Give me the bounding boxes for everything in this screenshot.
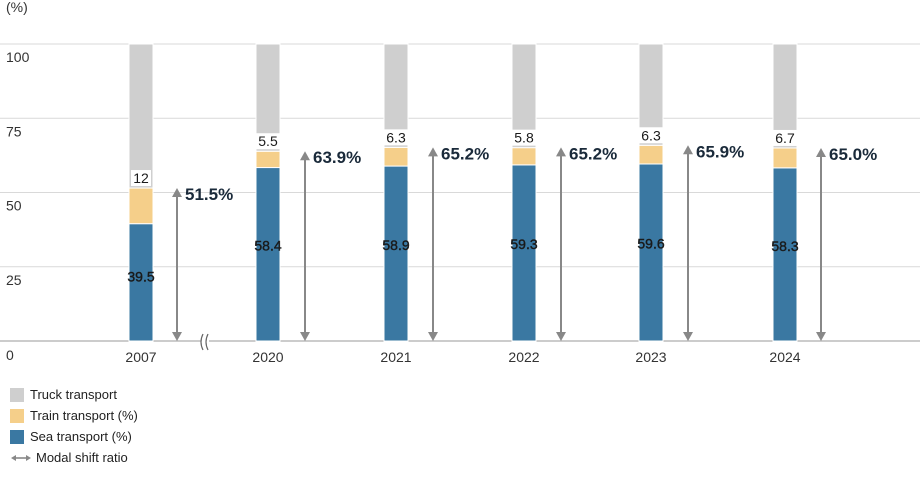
double-arrow-icon: [11, 454, 31, 461]
bar-train: [638, 144, 664, 165]
legend-swatch-train: [10, 408, 24, 423]
modal-shift-ratio-label: 65.9%: [696, 142, 744, 161]
train-value-label: 6.3: [641, 127, 661, 143]
y-axis-label: (%): [6, 0, 28, 15]
arrow-head-up: [816, 147, 826, 157]
label-background: [131, 170, 151, 187]
bar-sea: [511, 164, 537, 342]
axis-break-mark: [200, 333, 209, 351]
modal-shift-arrows: 51.5% 63.9% 65.2% 65.2% 65.9% 65.0%: [172, 142, 877, 341]
label-background: [382, 129, 410, 146]
segment-labels: 39.5 12 58.4 5.5 58.9 6.3 59.3 5.8 59.6 6.3 58.3 6.…: [127, 127, 799, 284]
bar-train: [511, 147, 537, 166]
train-value-label: 6.7: [775, 130, 795, 146]
legend-item-train: Train transport (%): [10, 405, 138, 426]
break-stroke: [200, 333, 204, 351]
modal-shift-ratio-label: 65.0%: [829, 145, 877, 164]
train-value-label: 5.8: [514, 130, 534, 146]
sea-value-label: 59.3: [510, 236, 537, 252]
arrow-head-down: [683, 332, 693, 341]
legend-swatch-truck: [10, 387, 24, 402]
label-background: [254, 133, 282, 150]
break-gap: [201, 334, 209, 350]
break-stroke: [205, 333, 209, 351]
legend-label-ratio: Modal shift ratio: [36, 450, 128, 465]
bar-sea: [772, 167, 798, 342]
arrow-head-down: [172, 332, 182, 341]
x-tick-label: 2022: [508, 349, 539, 365]
bar-train: [255, 150, 281, 169]
legend-label-train: Train transport (%): [30, 408, 138, 423]
label-background: [771, 129, 799, 146]
x-tick-label: 2024: [769, 349, 800, 365]
arrow-head-up: [556, 147, 566, 157]
train-value-label: 12: [133, 170, 149, 186]
y-tick-label: 75: [6, 123, 22, 139]
bar-truck: [128, 43, 154, 189]
arrow-head-up: [683, 145, 693, 155]
legend-label-truck: Truck transport: [30, 387, 117, 402]
bar-sea: [128, 223, 154, 342]
modal-shift-ratio-label: 51.5%: [185, 185, 233, 204]
bar-train: [383, 146, 409, 167]
arrow-head-down: [300, 332, 310, 341]
legend: Truck transport Train transport (%) Sea …: [10, 384, 138, 468]
arrow-head-up: [172, 188, 182, 198]
legend-swatch-sea: [10, 429, 24, 444]
y-tick-label: 50: [6, 198, 22, 214]
label-background: [510, 129, 538, 146]
train-value-label: 6.3: [386, 129, 406, 145]
sea-value-label: 58.3: [771, 238, 798, 254]
train-value-label: 5.5: [258, 133, 278, 149]
sea-value-label: 58.4: [254, 238, 281, 254]
y-tick-labels: 0 25 50 75 100: [6, 49, 30, 363]
bar-sea: [638, 163, 664, 342]
x-tick-label: 2020: [252, 349, 283, 365]
sea-value-label: 59.6: [637, 236, 664, 252]
label-background: [637, 127, 665, 144]
bar-train: [772, 147, 798, 169]
legend-label-sea: Sea transport (%): [30, 429, 132, 444]
arrow-head-up: [428, 147, 438, 157]
y-tick-label: 25: [6, 272, 22, 288]
x-tick-label: 2021: [380, 349, 411, 365]
arrow-head-down: [816, 332, 826, 341]
legend-item-truck: Truck transport: [10, 384, 138, 405]
y-tick-label: 0: [6, 347, 14, 363]
arrow-head-down: [556, 332, 566, 341]
bar-sea: [383, 165, 409, 342]
x-tick-labels: 2007 2020 2021 2022 2023 2024: [125, 349, 800, 365]
x-tick-label: 2023: [635, 349, 666, 365]
x-tick-label: 2007: [125, 349, 156, 365]
sea-value-label: 58.9: [382, 237, 409, 253]
modal-shift-ratio-label: 65.2%: [569, 144, 617, 163]
legend-item-ratio: Modal shift ratio: [10, 447, 138, 468]
legend-item-sea: Sea transport (%): [10, 426, 138, 447]
modal-shift-ratio-label: 63.9%: [313, 148, 361, 167]
arrow-head-up: [300, 151, 310, 161]
arrow-head-down: [428, 332, 438, 341]
bar-train: [128, 187, 154, 225]
bar-sea: [255, 167, 281, 342]
y-tick-label: 100: [6, 49, 30, 65]
modal-shift-ratio-label: 65.2%: [441, 144, 489, 163]
sea-value-label: 39.5: [127, 268, 154, 284]
